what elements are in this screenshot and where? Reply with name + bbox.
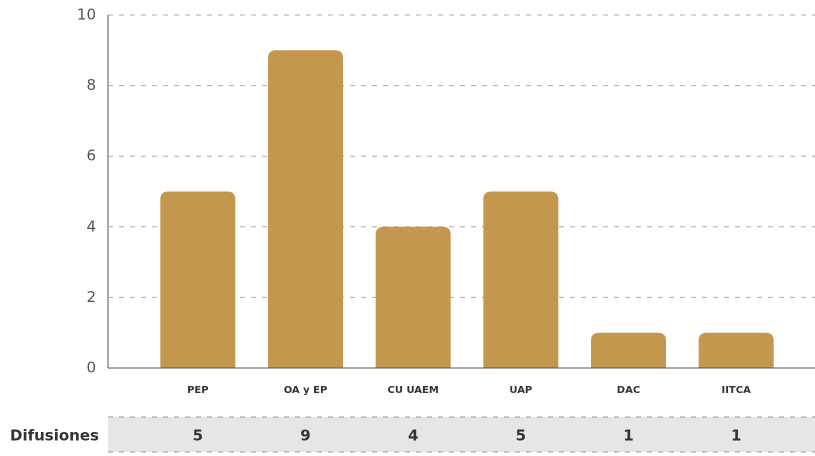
y-tick-label: 2 bbox=[86, 288, 96, 306]
y-tick-label: 0 bbox=[86, 359, 96, 377]
bar bbox=[591, 332, 666, 368]
row-label: Difusiones bbox=[10, 427, 99, 445]
y-tick-label: 8 bbox=[86, 76, 96, 94]
table-cell: 5 bbox=[516, 427, 526, 445]
x-tick-label: DAC bbox=[617, 385, 640, 396]
bar bbox=[483, 191, 559, 368]
bar bbox=[698, 332, 774, 368]
x-tick-label: IITCA bbox=[721, 385, 751, 396]
bar bbox=[268, 50, 343, 369]
y-tick-label: 6 bbox=[86, 147, 96, 165]
bar bbox=[375, 226, 451, 368]
x-tick-label: CU UAEM bbox=[388, 385, 439, 396]
x-tick-label: PEP bbox=[187, 385, 209, 396]
bar bbox=[160, 191, 236, 368]
table-cell: 1 bbox=[731, 427, 741, 445]
table-cell: 9 bbox=[300, 427, 310, 445]
table-cell: 1 bbox=[623, 427, 633, 445]
x-tick-label: OA y EP bbox=[284, 385, 328, 396]
table-row-bg bbox=[108, 417, 815, 452]
table-cell: 5 bbox=[193, 427, 203, 445]
x-tick-label: UAP bbox=[509, 385, 532, 396]
y-tick-label: 10 bbox=[77, 6, 96, 24]
y-tick-label: 4 bbox=[86, 217, 96, 235]
table-cell: 4 bbox=[408, 427, 418, 445]
